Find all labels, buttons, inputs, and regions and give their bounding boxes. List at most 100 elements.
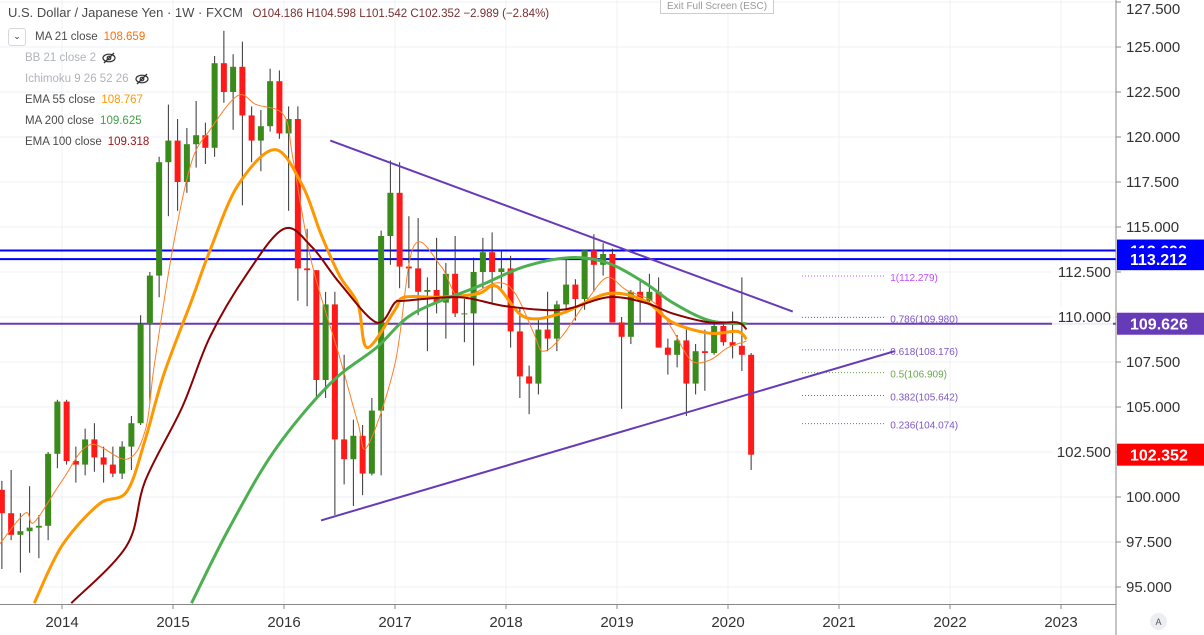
candle-up — [470, 272, 477, 314]
candle-up — [54, 401, 61, 454]
triangle-lower — [320, 350, 895, 522]
y-tick-label: 112.500 — [1058, 264, 1111, 281]
legend-ema55[interactable]: EMA 55 close 108.767 — [8, 89, 149, 110]
indicator-lines — [0, 94, 748, 604]
candle-down — [489, 252, 496, 272]
price-tag-label: 109.626 — [1130, 317, 1188, 334]
fib-level-label: 0.382(105.642) — [890, 392, 958, 403]
candle-down — [72, 461, 79, 465]
fib-level-label: 0.236(104.074) — [890, 421, 958, 432]
y-tick-label: 115.000 — [1126, 219, 1179, 236]
legend-value: 109.625 — [100, 114, 142, 127]
time-axis[interactable] — [0, 604, 1116, 635]
legend-ema100[interactable]: EMA 100 close 109.318 — [8, 131, 149, 152]
indicator-ema-55-close — [32, 148, 748, 604]
y-tick-label: 110.000 — [1058, 309, 1111, 326]
candle-down — [516, 331, 523, 377]
legend-value: 109.318 — [107, 135, 150, 148]
legend-label: Ichimoku 9 26 52 26 — [25, 72, 129, 85]
legend-bb[interactable]: BB 21 close 2 — [8, 47, 149, 68]
candle-up — [267, 81, 274, 127]
candle-down — [248, 115, 255, 141]
indicator-ma-200-close — [190, 255, 747, 604]
time-axis-ticks: 2014 2015 2016 2017 2018 2019 2020 2021 2022 2023 — [45, 604, 1078, 631]
legend-label: BB 21 close 2 — [25, 51, 96, 64]
x-tick-label: 2014 — [45, 614, 78, 631]
y-tick-label: 95.000 — [1126, 579, 1172, 596]
y-tick-label-backing — [1052, 262, 1113, 281]
symbol-header: U.S. Dollar / Japanese Yen · 1W · FXCM O… — [8, 5, 549, 20]
y-tick-label: 100.000 — [1126, 489, 1180, 506]
candle-up — [600, 254, 607, 265]
candle-down — [8, 513, 15, 535]
chevron-down-icon[interactable]: ⌄ — [8, 27, 26, 46]
candle-up — [82, 439, 89, 465]
x-tick-label: 2015 — [156, 614, 189, 631]
candle-down — [748, 354, 755, 455]
ohlc-values: O104.186 H104.598 L101.542 C102.352 −2.9… — [252, 8, 550, 20]
indicator-legend: ⌄ MA 21 close 108.659 BB 21 close 2 Ichi… — [8, 26, 149, 152]
candle-up — [183, 144, 190, 182]
candle-down — [637, 291, 644, 301]
candle-down — [396, 192, 403, 267]
legend-value: 108.659 — [103, 30, 146, 43]
exit-fullscreen-tooltip: Exit Full Screen (ESC) — [660, 0, 775, 14]
eye-crossed-icon[interactable] — [134, 73, 149, 85]
candle-up — [674, 340, 681, 355]
y-tick-label-backing — [1052, 442, 1113, 461]
y-tick-label: 102.500 — [1057, 444, 1111, 461]
fibonacci-retracement[interactable]: 1(112.279) 0.786(109.980) 0.618(108.176) 0.… — [802, 273, 958, 432]
trendlines[interactable] — [320, 139, 895, 522]
candle-down — [313, 270, 320, 380]
y-tick-label: 97.500 — [1126, 534, 1172, 551]
candle-down — [618, 322, 625, 337]
legend-label: MA 200 close — [25, 114, 95, 127]
candle-up — [535, 329, 542, 384]
candle-up — [461, 313, 468, 315]
candle-down — [304, 268, 311, 271]
x-tick-label: 2017 — [378, 614, 411, 631]
candle-down — [729, 342, 736, 346]
legend-ma200[interactable]: MA 200 close 109.625 — [8, 110, 149, 131]
indicator-ema-100-close — [70, 226, 748, 604]
y-tick-label: 125.000 — [1126, 39, 1180, 56]
fib-level-label: 0.618(108.176) — [890, 347, 958, 358]
candle-up — [165, 140, 172, 163]
auto-scale-button[interactable]: A — [1150, 613, 1167, 630]
legend-label: EMA 100 close — [25, 135, 102, 148]
x-tick-label: 2016 — [267, 614, 300, 631]
candle-up — [26, 527, 33, 532]
candle-down — [359, 435, 366, 474]
candle-up — [257, 126, 264, 141]
candles — [0, 30, 755, 573]
candle-down — [507, 268, 514, 332]
candle-down — [572, 284, 579, 299]
candle-up — [137, 324, 144, 424]
last-price-label: 102.352 — [1130, 448, 1188, 465]
candle-down — [239, 66, 246, 116]
candle-up — [692, 351, 699, 384]
candle-up — [193, 135, 200, 145]
fib-level-label: 1(112.279) — [890, 273, 938, 284]
candle-down — [526, 376, 533, 384]
candle-up — [627, 291, 634, 337]
y-tick-label: 117.500 — [1126, 174, 1179, 191]
price-tag-label: 113.212 — [1130, 252, 1187, 269]
candle-down — [341, 439, 348, 460]
triangle-upper — [329, 139, 794, 313]
candle-up — [498, 268, 505, 272]
candle-down — [91, 439, 98, 458]
candle-up — [711, 326, 718, 353]
eye-crossed-icon[interactable] — [102, 52, 116, 64]
candle-up — [35, 525, 42, 528]
candle-up — [424, 290, 431, 292]
x-tick-label: 2019 — [600, 614, 633, 631]
x-tick-label: 2021 — [822, 614, 855, 631]
candle-up — [17, 531, 24, 535]
candle-up — [442, 273, 449, 303]
legend-ma21[interactable]: ⌄ MA 21 close 108.659 — [8, 26, 149, 47]
candle-down — [655, 291, 662, 348]
candle-down — [683, 340, 690, 384]
legend-ichimoku[interactable]: Ichimoku 9 26 52 26 — [8, 68, 149, 89]
